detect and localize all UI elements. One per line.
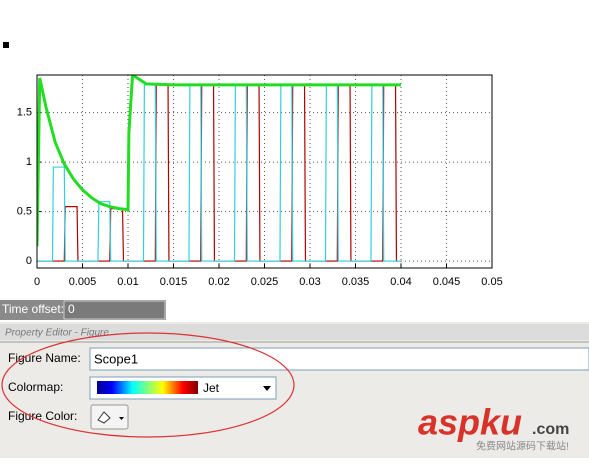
panel-title: Property Editor - Figure: [5, 328, 109, 339]
colormap-swatch: [97, 381, 198, 394]
plot: 0 0.005 0.01 0.015 0.02 0.025 0.03 0.035 0.04 0.0…: [17, 75, 503, 288]
colormap-value: Jet: [203, 381, 220, 395]
x-tick-label: 0.005: [69, 276, 97, 288]
paint-icon: [97, 411, 111, 424]
x-tick-label: 0.02: [208, 276, 229, 288]
series-line: [37, 84, 401, 262]
series-line: [37, 75, 401, 247]
watermark: aspku: [418, 402, 522, 443]
x-tick-label: 0.03: [299, 276, 320, 288]
watermark-suffix: .com: [532, 421, 569, 438]
y-tick-label: 0: [26, 255, 32, 267]
y-tick-label: 1.5: [17, 107, 32, 119]
y-tick-label: 1: [26, 156, 32, 168]
axes-box: [36, 74, 493, 269]
series-group: [37, 75, 401, 262]
x-tick-label: 0.035: [342, 276, 370, 288]
x-tick-label: 0.05: [481, 276, 502, 288]
marker: [3, 42, 9, 48]
dropdown-arrow: [263, 386, 271, 391]
x-tick-label: 0.04: [390, 276, 411, 288]
highlight-ellipse: [1, 332, 295, 438]
figure-name-label: Figure Name:: [8, 351, 81, 365]
time-offset-box: [63, 300, 166, 320]
x-tick-label: 0.025: [251, 276, 279, 288]
y-tick-label: 0.5: [17, 205, 32, 217]
x-tick-label: 0: [34, 276, 40, 288]
figure-name-value: Scope1: [94, 351, 138, 366]
x-tick-label: 0.01: [117, 276, 138, 288]
time-offset-label: Time offset:: [2, 302, 64, 316]
button-arrow: [119, 417, 124, 420]
panel-header: [0, 324, 589, 340]
figure-name-input[interactable]: [89, 347, 589, 371]
watermark-sub: 免费网站源码下载站!: [476, 440, 569, 453]
colormap-label: Colormap:: [8, 380, 63, 394]
x-tick-label: 0.015: [160, 276, 188, 288]
x-tick-label: 0.045: [433, 276, 461, 288]
time-offset-value: 0: [68, 302, 75, 316]
